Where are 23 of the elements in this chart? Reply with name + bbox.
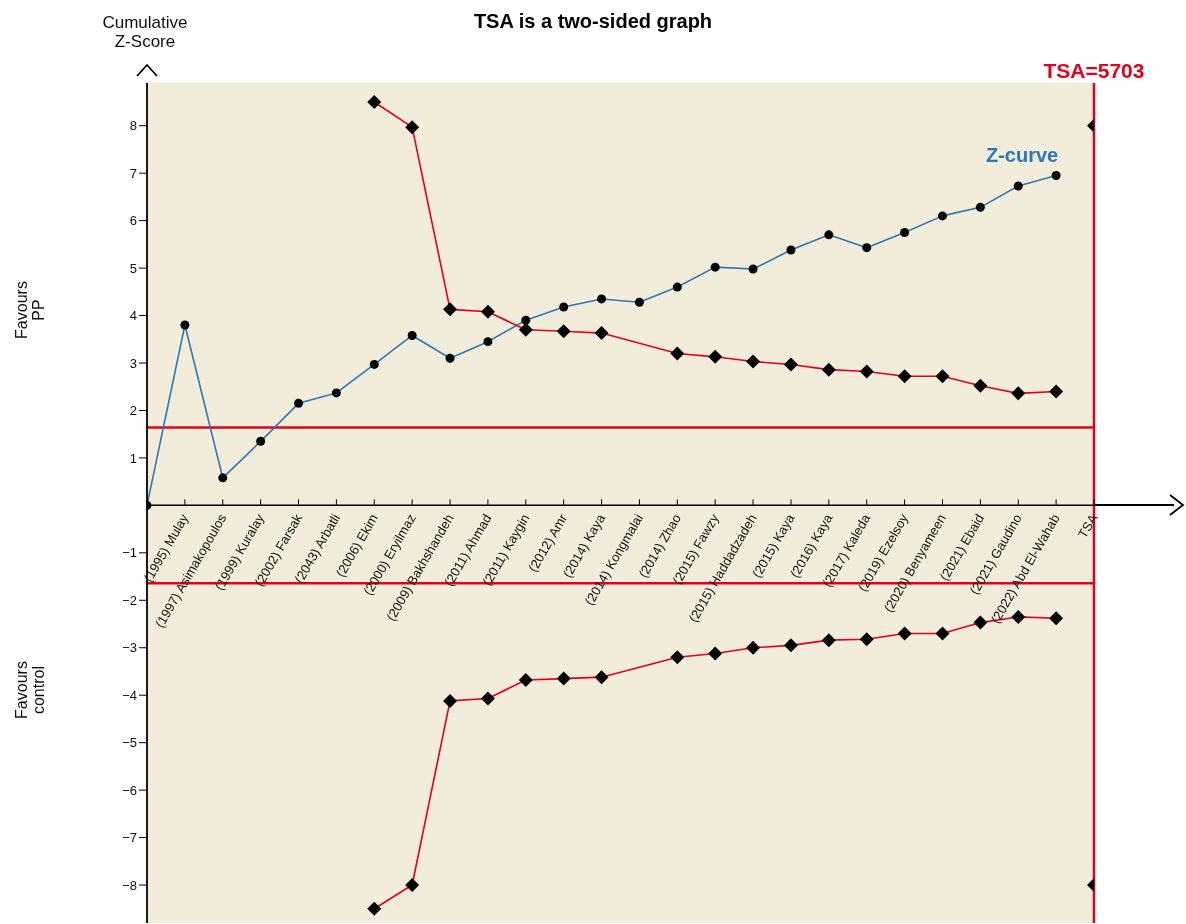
y-tick-label: 1 bbox=[129, 450, 137, 466]
y-tick-label: 3 bbox=[129, 355, 137, 371]
y-tick-label: −8 bbox=[122, 877, 137, 893]
series-label: Z-curve bbox=[985, 143, 1059, 166]
y-tick-label: −5 bbox=[122, 735, 137, 751]
y-tick-label: −6 bbox=[122, 782, 137, 798]
y-tick-label: 6 bbox=[129, 213, 137, 229]
y-tick-label: −2 bbox=[122, 592, 137, 608]
y-tick-label: 4 bbox=[129, 308, 137, 324]
y-tick-label: 7 bbox=[129, 165, 137, 181]
y-tick-label: 5 bbox=[129, 260, 137, 276]
y-tick-label: −7 bbox=[122, 830, 137, 846]
x-tick-label: TSA bbox=[1074, 511, 1101, 541]
y-tick-label: 2 bbox=[129, 403, 137, 419]
y-tick-label: −1 bbox=[122, 545, 137, 561]
y-tick-label: −4 bbox=[122, 687, 137, 703]
chart-title: TSA is a two-sided graph bbox=[473, 10, 713, 32]
ref-line-label: TSA=5703 bbox=[1043, 59, 1145, 82]
y-tick-label: −3 bbox=[122, 640, 137, 656]
text: Favours PP bbox=[13, 281, 47, 339]
y-tick-label: 8 bbox=[129, 118, 137, 134]
text: Favours control bbox=[13, 661, 47, 719]
y-axis-title: Cumulative Z-Score bbox=[101, 13, 189, 51]
